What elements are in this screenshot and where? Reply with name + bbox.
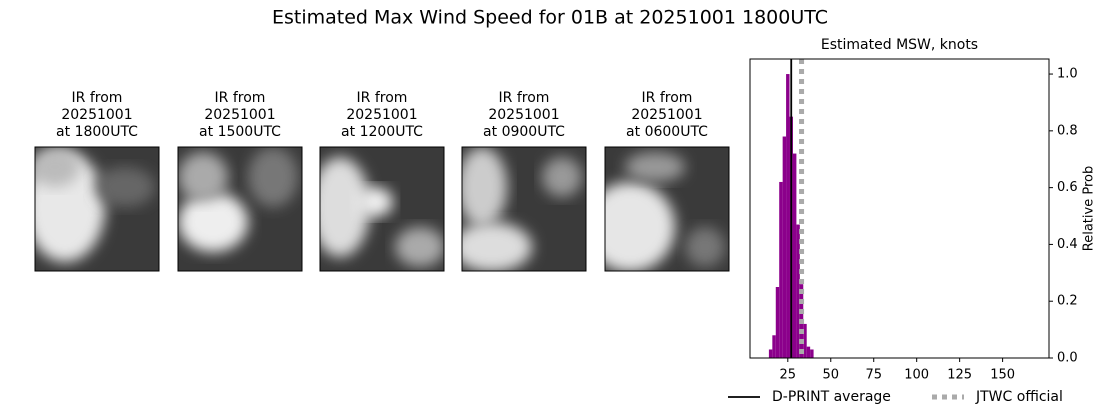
panel-title: IR from [72,90,123,106]
y-tick-label: 0.4 [1057,237,1078,252]
panel-title: at 1500UTC [199,124,281,140]
cloud [320,157,370,257]
ir-frame [319,146,445,272]
y-tick-label: 0.6 [1057,180,1078,195]
panel-title: 20251001 [61,107,132,123]
panel-title: 20251001 [631,107,702,123]
x-tick-label: 75 [865,368,882,383]
panel-title: IR from [215,90,266,106]
cloud [95,167,155,207]
panel-title: at 0900UTC [483,124,565,140]
y-tick-label: 0.2 [1057,294,1078,309]
x-tick-label: 50 [822,368,839,383]
ir-frame [34,146,160,272]
cloud [462,147,507,227]
cloud [178,152,228,202]
panel-title: 20251001 [488,107,559,123]
cloud [178,192,248,252]
histogram-chart: Estimated MSW, knots D-PRINT average JTWC … [728,37,1097,405]
cloud [605,182,675,271]
panel-title: 20251001 [204,107,275,123]
panel-title: at 1200UTC [341,124,423,140]
bar [796,224,800,358]
ir-image [605,147,729,271]
cloud [357,187,393,217]
bar [803,323,807,358]
legend-label: JTWC official [975,389,1063,405]
ir-image [462,147,586,271]
plot-frame [749,58,1050,359]
panel-title: 20251001 [346,107,417,123]
bar [806,346,811,358]
ir-frame [177,146,303,272]
bar [775,287,780,358]
x-tick-label: 25 [780,368,797,383]
bar [810,349,814,358]
y-tick-label: 1.0 [1057,67,1078,82]
panel-title: at 0600UTC [626,124,708,140]
ir-image [320,147,444,271]
ir-image [178,147,302,271]
bar [768,349,773,358]
x-tick-label: 150 [990,368,1015,383]
panel-title: at 1800UTC [56,124,138,140]
cloud [542,157,582,197]
bar [779,181,783,358]
cloud [685,227,725,267]
bar [772,335,776,358]
bar [792,153,797,358]
cloud [395,227,444,267]
x-tick-label: 125 [947,368,972,383]
bar [786,74,790,359]
cloud [462,222,532,271]
ir-image [35,147,159,271]
y-axis-label: Relative Prob [1082,166,1097,251]
bar [782,136,787,358]
ir-frame [461,146,587,272]
panel-title: IR from [357,90,408,106]
panel-title: IR from [642,90,693,106]
cloud [625,152,685,182]
cloud [35,147,80,187]
figure-title: Estimated Max Wind Speed for 01B at 2025… [272,7,828,29]
chart-title: Estimated MSW, knots [821,37,978,53]
legend-label: D-PRINT average [772,389,891,405]
cloud [248,147,298,207]
ir-frame [604,146,730,272]
y-tick-label: 0.8 [1057,123,1078,138]
panel-title: IR from [499,90,550,106]
x-tick-label: 100 [904,368,929,383]
y-tick-label: 0.0 [1057,351,1078,366]
